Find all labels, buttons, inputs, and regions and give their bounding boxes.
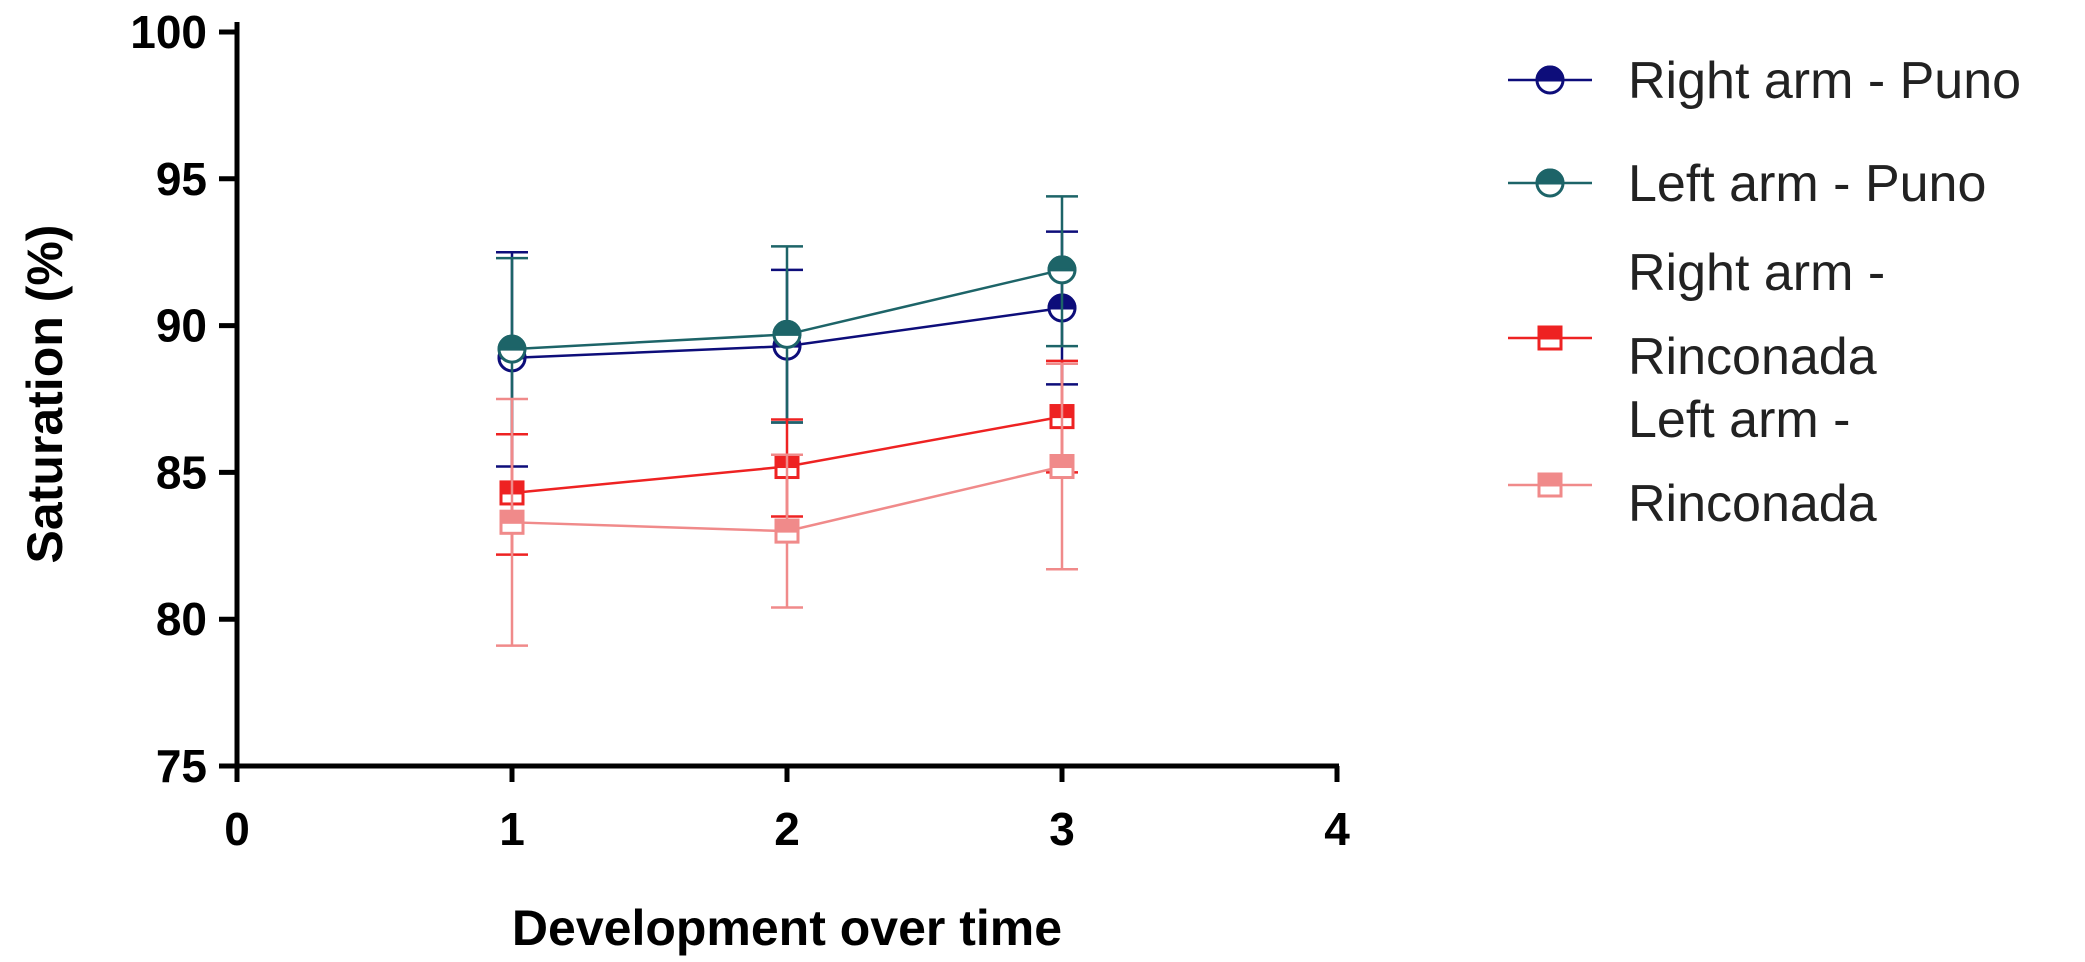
series-4 (496, 362, 1078, 647)
y-tick-label: 95 (156, 153, 207, 205)
legend-label: Rinconada (1628, 328, 1877, 386)
data-point (1049, 454, 1075, 480)
legend-marker (1537, 472, 1563, 498)
y-tick-label: 85 (156, 446, 207, 498)
legend-item-1: Right arm - Puno (1508, 52, 2021, 110)
data-point (497, 334, 527, 364)
legend-marker (1535, 65, 1565, 95)
legend-marker (1535, 168, 1565, 198)
legend-label: Right arm - (1628, 244, 1885, 302)
x-tick-label: 1 (499, 803, 525, 855)
y-tick-label: 80 (156, 593, 207, 645)
x-tick-label: 3 (1049, 803, 1075, 855)
legend-label: Left arm - (1628, 391, 1851, 449)
legend-marker (1537, 325, 1563, 351)
series-layer (496, 195, 1078, 647)
data-point (1047, 255, 1077, 285)
legend-label: Rinconada (1628, 475, 1877, 533)
y-tick-label: 90 (156, 300, 207, 352)
x-tick-label: 0 (224, 803, 250, 855)
x-axis-title: Development over time (512, 900, 1062, 956)
legend-label: Left arm - Puno (1628, 155, 1986, 213)
x-tick-label: 2 (774, 803, 800, 855)
data-point (772, 319, 802, 349)
y-axis-title: Saturation (%) (17, 225, 73, 564)
series-2 (496, 195, 1078, 436)
ticks: 0 1 2 3 4 75 80 85 90 95 100 (130, 6, 1350, 855)
legend-item-4: Left arm - Rinconada (1508, 391, 1877, 533)
legend-item-2: Left arm - Puno (1508, 155, 1986, 213)
x-tick-label: 4 (1324, 803, 1350, 855)
y-tick-label: 75 (156, 740, 207, 792)
legend-label: Right arm - Puno (1628, 52, 2021, 110)
data-point (774, 518, 800, 544)
data-point (499, 509, 525, 535)
y-tick-label: 100 (130, 6, 207, 58)
legend: Right arm - Puno Left arm - Puno Right arm… (1508, 52, 2021, 533)
legend-item-3: Right arm - Rinconada (1508, 244, 1885, 386)
